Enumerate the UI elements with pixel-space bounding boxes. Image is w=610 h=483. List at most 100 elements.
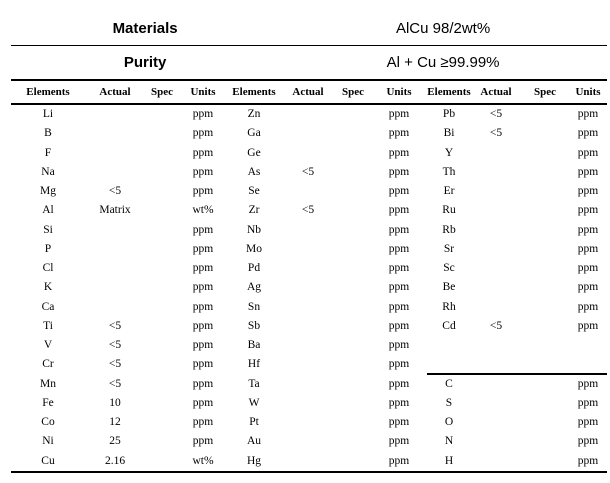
spec-cell: [145, 201, 179, 220]
element-cell: Mn: [40, 377, 56, 390]
column-header: Units: [575, 86, 601, 98]
actual-cell: [281, 452, 335, 471]
element-cell: B: [44, 127, 52, 140]
units-cell: ppm: [192, 242, 214, 255]
spec-cell: [335, 355, 371, 374]
row-group-g2: Nb ppm: [227, 221, 427, 240]
element-cell: Se: [248, 185, 260, 197]
units-cell: wt%: [192, 454, 214, 467]
table-row: Al Matrix wt% Zr <5 ppm Ru ppm: [11, 201, 607, 220]
spec-cell: [145, 259, 179, 278]
spec-cell: [335, 201, 371, 220]
units-cell: ppm: [577, 396, 599, 409]
units-cell: ppm: [192, 262, 214, 274]
actual-cell: [471, 452, 521, 471]
actual-cell: [471, 201, 521, 220]
element-cell: Th: [442, 165, 456, 178]
units-cell: ppm: [192, 435, 214, 448]
row-group-g1: Cl ppm: [11, 259, 227, 278]
spec-cell: [521, 432, 569, 451]
row-group-g2: Ta ppm: [227, 375, 427, 394]
row-group-g3: Rb ppm: [427, 221, 607, 240]
units-cell: ppm: [388, 185, 410, 197]
row-group-g2: Ge ppm: [227, 144, 427, 163]
row-group-g2: Zn ppm: [227, 105, 427, 124]
spec-cell: [521, 182, 569, 201]
actual-cell: [471, 240, 521, 259]
spec-cell: [145, 452, 179, 471]
column-header-group: Elements Actual Spec Units: [227, 81, 427, 103]
table-row: Cl ppm Pd ppm Sc ppm: [11, 259, 607, 278]
actual-cell: [85, 163, 145, 182]
spec-cell: [521, 201, 569, 220]
spec-cell: [335, 105, 371, 124]
element-cell: Cl: [42, 262, 54, 274]
units-cell: ppm: [577, 416, 599, 428]
element-cell: Li: [42, 108, 54, 120]
units-cell: ppm: [388, 319, 410, 332]
actual-cell: [281, 259, 335, 278]
units-cell: ppm: [577, 108, 599, 120]
actual-cell: [85, 298, 145, 317]
purity-value: Al + Cu ≥99.99%: [386, 54, 500, 71]
column-header: Actual: [480, 86, 512, 98]
units-cell: ppm: [192, 416, 214, 428]
spec-cell: [521, 163, 569, 182]
materials-row: Materials AlCu 98/2wt%: [11, 12, 607, 46]
units-cell: ppm: [577, 377, 599, 390]
element-cell: Y: [444, 146, 454, 159]
actual-cell: [281, 221, 335, 240]
units-cell: wt%: [192, 204, 214, 217]
actual-cell: [85, 278, 145, 297]
element-cell: Fe: [42, 396, 54, 409]
actual-cell: <5: [301, 204, 315, 217]
spec-cell: [521, 317, 569, 336]
spec-cell: [145, 221, 179, 240]
actual-cell: [281, 124, 335, 143]
units-cell: ppm: [577, 223, 599, 236]
table-row: Na ppm As <5 ppm Th ppm: [11, 163, 607, 182]
units-cell: [569, 336, 607, 355]
element-cell: Cd: [442, 319, 456, 332]
row-group-g1: Ni 25 ppm: [11, 432, 227, 451]
element-cell: Hf: [247, 358, 261, 371]
element-cell: Na: [41, 165, 55, 178]
units-cell: ppm: [192, 339, 214, 351]
element-cell: Ta: [248, 377, 260, 390]
actual-cell: 25: [109, 435, 121, 448]
actual-cell: [471, 355, 521, 374]
units-cell: ppm: [388, 242, 410, 255]
actual-cell: [471, 278, 521, 297]
row-group-g1: Mn <5 ppm: [11, 375, 227, 394]
row-group-g1: Al Matrix wt%: [11, 201, 227, 220]
materials-label: Materials: [112, 20, 178, 37]
spec-cell: [145, 163, 179, 182]
actual-cell: <5: [108, 358, 122, 371]
element-cell: S: [445, 396, 453, 409]
actual-cell: [471, 163, 521, 182]
spec-cell: [521, 124, 569, 143]
row-group-g1: Na ppm: [11, 163, 227, 182]
units-cell: ppm: [192, 319, 214, 332]
spec-cell: [335, 240, 371, 259]
spec-cell: [335, 394, 371, 413]
element-cell: Ge: [247, 146, 261, 159]
row-group-g3: [427, 355, 607, 374]
actual-cell: <5: [108, 185, 122, 197]
units-cell: ppm: [388, 127, 410, 140]
element-cell: Pb: [442, 108, 456, 120]
element-cell: Sb: [247, 319, 261, 332]
row-group-g2: Au ppm: [227, 432, 427, 451]
column-header: Actual: [292, 86, 324, 98]
row-group-g2: Sb ppm: [227, 317, 427, 336]
element-cell: [427, 355, 471, 374]
element-cell: H: [444, 454, 454, 467]
row-group-g1: Cr <5 ppm: [11, 355, 227, 374]
actual-cell: Matrix: [99, 204, 131, 217]
units-cell: ppm: [577, 435, 599, 448]
